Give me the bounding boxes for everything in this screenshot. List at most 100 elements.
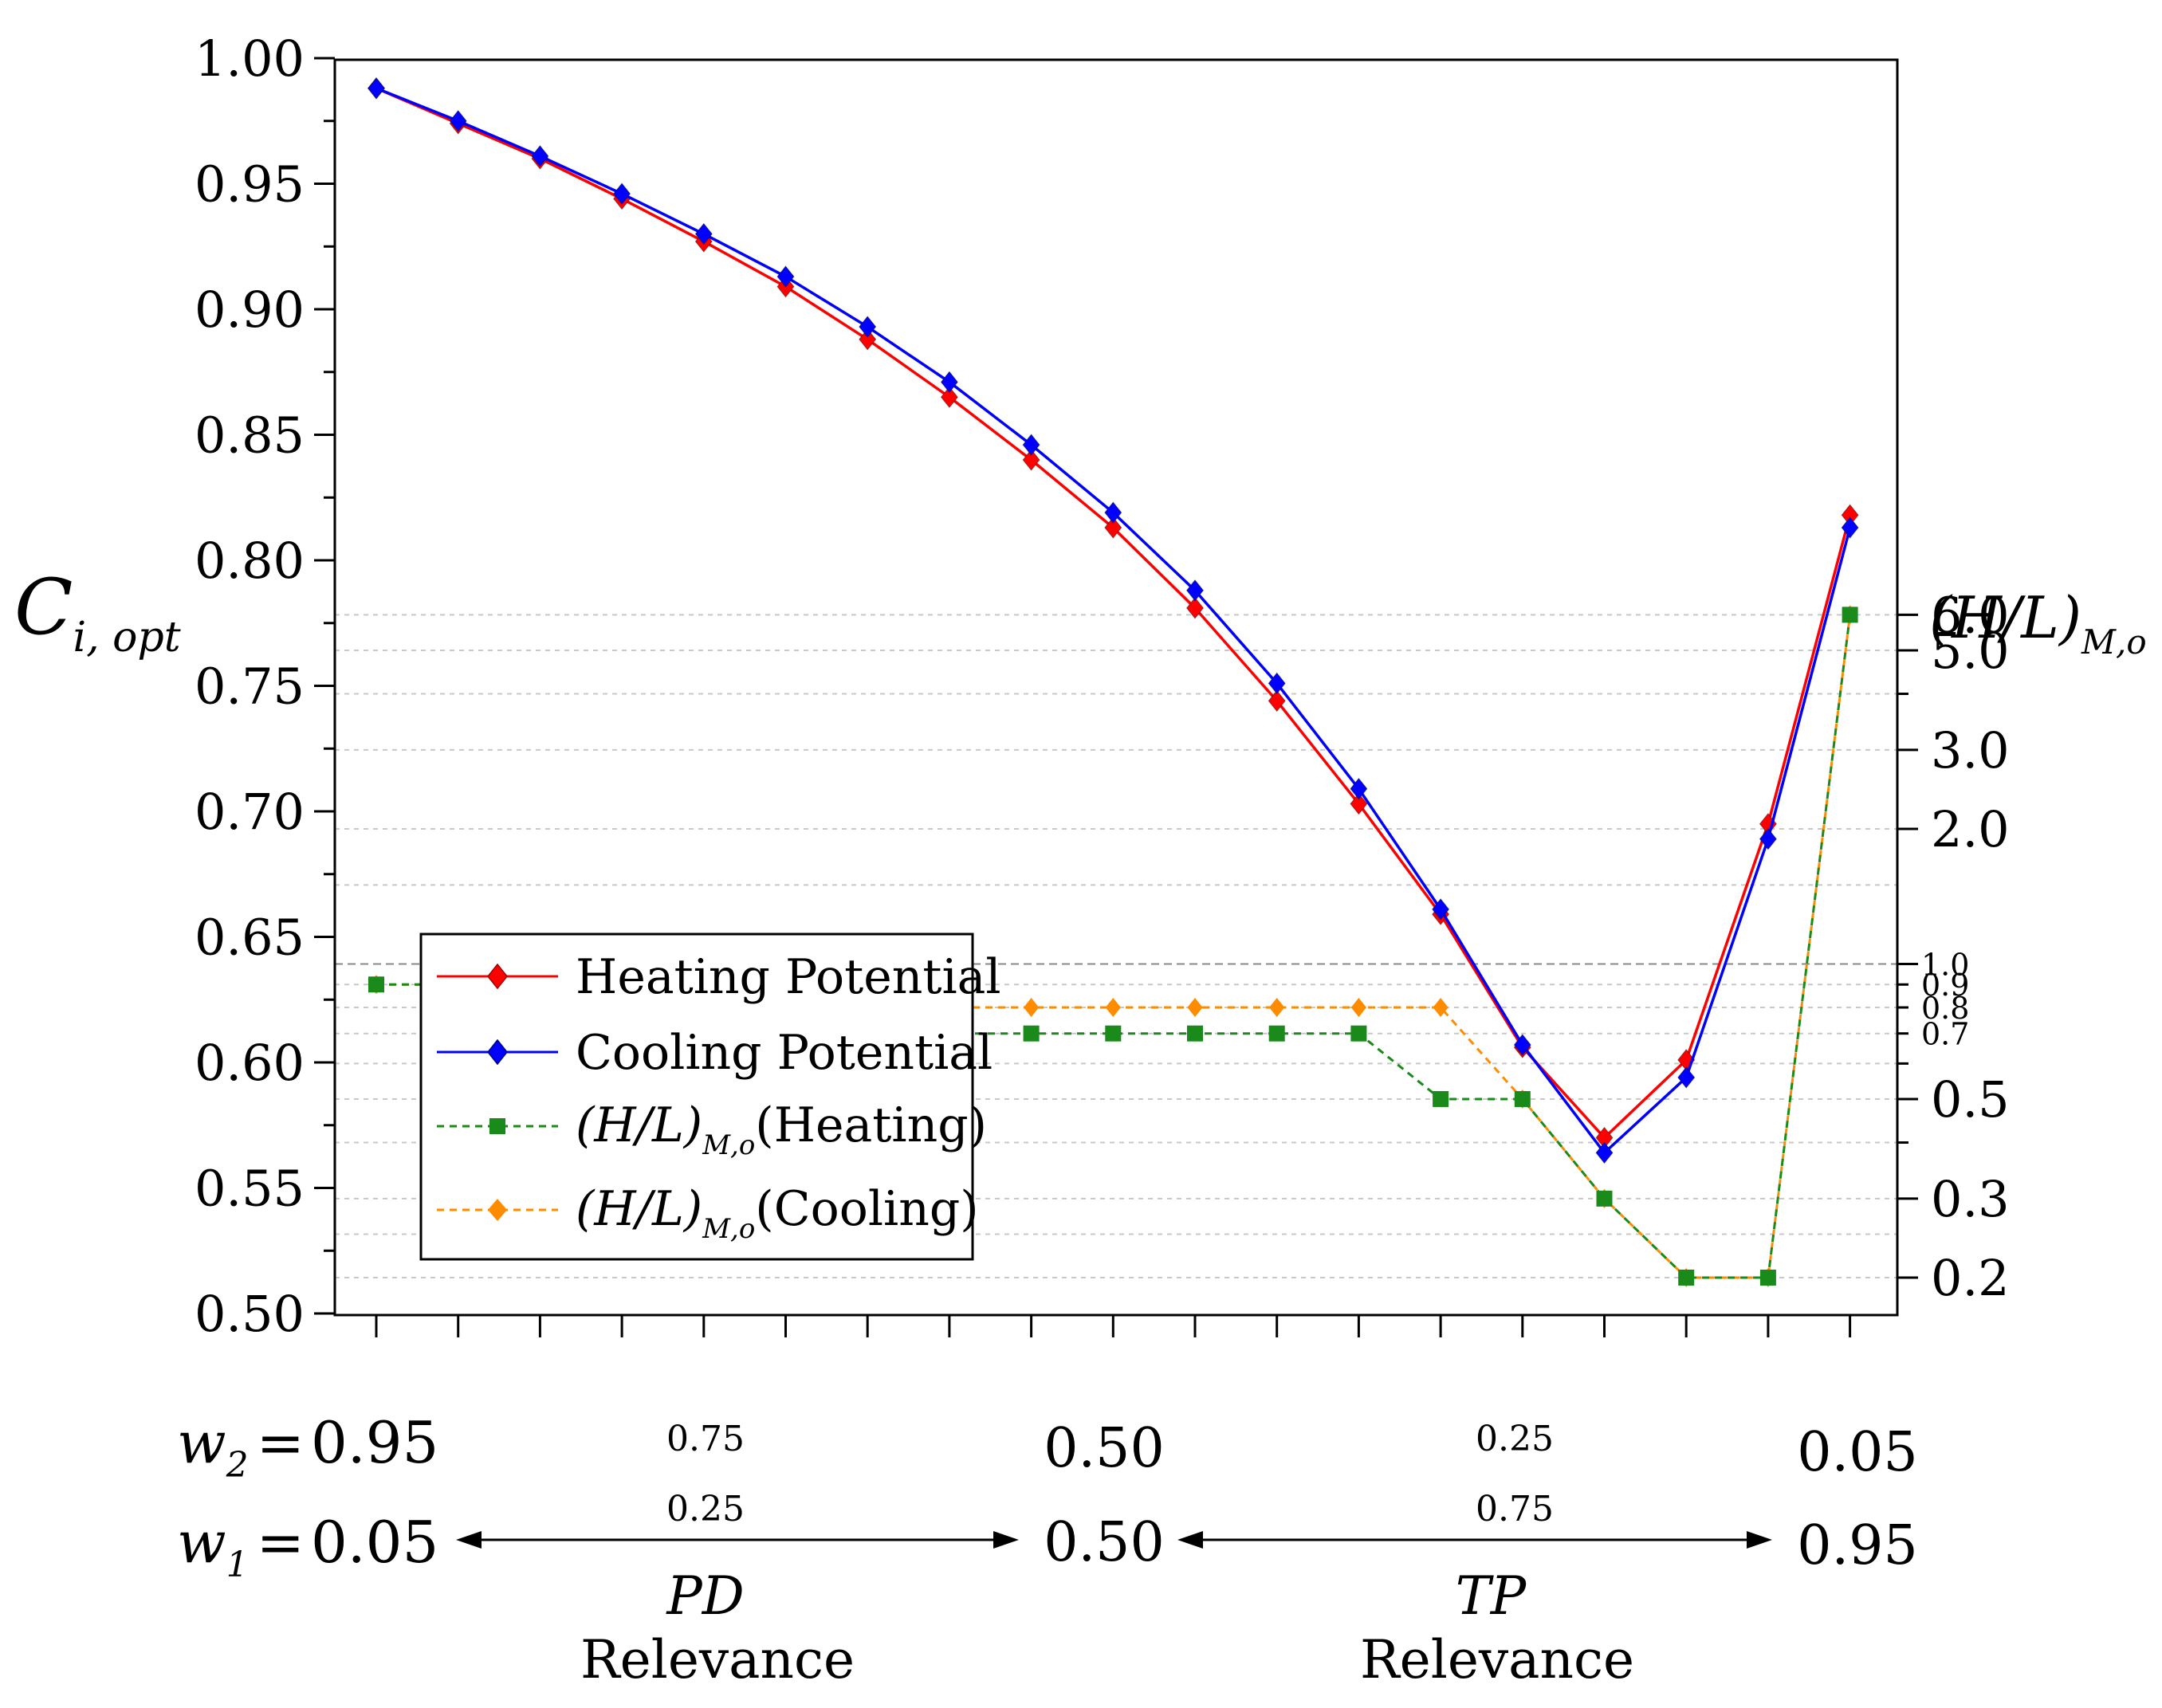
data-point bbox=[1759, 1270, 1776, 1286]
right-axis-title: (H/L)M,o bbox=[1929, 584, 2147, 662]
w2-label: w2 = 0.95 bbox=[177, 1409, 438, 1486]
data-point bbox=[1350, 1025, 1367, 1042]
left-tick-label: 0.55 bbox=[195, 1160, 305, 1218]
data-point bbox=[1759, 827, 1777, 850]
legend-label-hl-cooling: (H/L)M,o(Cooling) bbox=[576, 1181, 979, 1245]
data-point bbox=[1596, 1190, 1613, 1207]
data-point bbox=[940, 386, 958, 409]
relevance-arrows bbox=[456, 1531, 1772, 1549]
data-point bbox=[1105, 998, 1121, 1018]
right-tick-label-small: 0.9 bbox=[1921, 968, 1969, 1003]
pd-arrow-head-right bbox=[993, 1531, 1019, 1549]
data-point bbox=[1513, 1034, 1531, 1056]
data-point bbox=[1433, 998, 1449, 1018]
left-axis-title: Ci, opt bbox=[14, 563, 181, 662]
weight-labels: w2 = 0.95 w1 = 0.05 0.75 0.25 0.50 0.50 0.25… bbox=[177, 1409, 1918, 1585]
right-axis-title-sub: M,o bbox=[2081, 622, 2147, 662]
data-point bbox=[1268, 689, 1286, 713]
right-tick-label: 0.5 bbox=[1931, 1070, 2010, 1129]
data-point bbox=[1024, 998, 1040, 1018]
right-axis: 0.2 0.3 0.5 2.0 3.0 5.06.0 0.70.80.91.0 bbox=[1897, 586, 2010, 1307]
right-tick-label: 3.0 bbox=[1931, 721, 2010, 779]
pd-arrow-head-left bbox=[456, 1531, 482, 1549]
tp-arrow-head-left bbox=[1177, 1531, 1203, 1549]
plot-frame bbox=[333, 58, 1899, 1317]
data-point bbox=[1185, 579, 1205, 602]
w2-q1-label: 0.75 bbox=[666, 1419, 745, 1459]
data-point bbox=[1023, 1025, 1040, 1042]
data-point bbox=[368, 976, 384, 993]
left-axis: 0.50 0.55 0.60 0.65 0.70 0.75 0.80 0.85 0.90 0.95… bbox=[195, 29, 335, 1343]
left-tick-label: 0.50 bbox=[195, 1285, 305, 1343]
right-tick-label-small: 0.8 bbox=[1921, 991, 1969, 1026]
legend-marker-heating-potential bbox=[487, 963, 508, 990]
tp-label: TP bbox=[1456, 1565, 1527, 1627]
data-point bbox=[1268, 1025, 1285, 1042]
data-point bbox=[1841, 516, 1859, 539]
series-1 bbox=[367, 77, 1859, 1164]
left-tick-label: 0.85 bbox=[195, 406, 305, 465]
legend-label-heating-potential: Heating Potential bbox=[576, 949, 1001, 1005]
data-point bbox=[776, 265, 795, 288]
data-point bbox=[1350, 998, 1366, 1018]
data-point bbox=[613, 183, 631, 205]
left-tick-label: 0.80 bbox=[195, 532, 305, 590]
legend-marker-hl-heating bbox=[489, 1118, 505, 1134]
data-point bbox=[1104, 501, 1122, 524]
data-point bbox=[1433, 1090, 1449, 1107]
legend-item-hl-cooling: (H/L)M,o(Cooling) bbox=[437, 1181, 979, 1245]
left-tick-label: 0.95 bbox=[195, 155, 305, 214]
data-point bbox=[1187, 1025, 1203, 1042]
right-tick-label: 0.2 bbox=[1931, 1249, 2010, 1307]
tp-relevance-label: Relevance bbox=[1360, 1629, 1634, 1690]
right-tick-label-small: 1.0 bbox=[1921, 947, 1969, 982]
right-tick-label: 6.0 bbox=[1931, 586, 2010, 644]
w1-mid-label: 0.50 bbox=[1044, 1511, 1164, 1574]
data-point bbox=[1678, 1270, 1695, 1286]
data-point bbox=[367, 77, 386, 100]
data-point bbox=[1268, 672, 1286, 695]
data-point bbox=[859, 328, 877, 351]
legend-marker-cooling-potential bbox=[487, 1039, 508, 1066]
right-tick-label: 5.0 bbox=[1931, 622, 2010, 680]
data-point bbox=[1269, 998, 1285, 1018]
w2-q3-label: 0.25 bbox=[1476, 1419, 1554, 1459]
left-tick-label: 0.65 bbox=[195, 909, 305, 967]
data-point bbox=[1022, 449, 1040, 471]
tp-arrow-head-right bbox=[1747, 1531, 1772, 1549]
data-point bbox=[1350, 792, 1368, 815]
data-point bbox=[1185, 597, 1205, 619]
left-tick-label: 0.90 bbox=[195, 281, 305, 339]
pd-relevance-label: Relevance bbox=[580, 1629, 855, 1690]
left-tick-label: 0.60 bbox=[195, 1034, 305, 1092]
legend-item-cooling-potential: Cooling Potential bbox=[437, 1025, 993, 1081]
left-tick-label: 1.00 bbox=[195, 29, 305, 88]
w1-end-label: 0.95 bbox=[1797, 1514, 1917, 1577]
legend: Heating Potential Cooling Potential (H/L… bbox=[419, 933, 1001, 1261]
left-axis-title-main: C bbox=[14, 563, 73, 652]
w1-label: w1 = 0.05 bbox=[177, 1509, 438, 1585]
pd-label: PD bbox=[666, 1565, 744, 1627]
data-point bbox=[940, 371, 958, 394]
legend-label-hl-heating: (H/L)M,o(Heating) bbox=[576, 1097, 987, 1161]
w2-end-label: 0.05 bbox=[1797, 1421, 1917, 1484]
x-axis bbox=[375, 1315, 1852, 1337]
left-axis-title-sub: i, opt bbox=[73, 614, 180, 662]
data-point bbox=[449, 109, 467, 132]
left-tick-label: 0.75 bbox=[195, 658, 305, 716]
data-point bbox=[859, 316, 877, 338]
data-point bbox=[1514, 1090, 1531, 1107]
data-point bbox=[1842, 607, 1858, 623]
right-tick-label: 2.0 bbox=[1931, 800, 2010, 858]
data-point bbox=[531, 145, 549, 167]
data-point bbox=[1187, 998, 1203, 1018]
data-point bbox=[1677, 1066, 1696, 1089]
w1-q3-label: 0.75 bbox=[1476, 1489, 1554, 1529]
left-tick-label: 0.70 bbox=[195, 783, 305, 841]
legend-item-hl-heating: (H/L)M,o(Heating) bbox=[437, 1097, 987, 1161]
legend-item-heating-potential: Heating Potential bbox=[437, 949, 1001, 1005]
data-point bbox=[1350, 777, 1368, 800]
right-tick-label: 0.3 bbox=[1931, 1170, 2010, 1228]
data-point bbox=[1432, 898, 1450, 921]
